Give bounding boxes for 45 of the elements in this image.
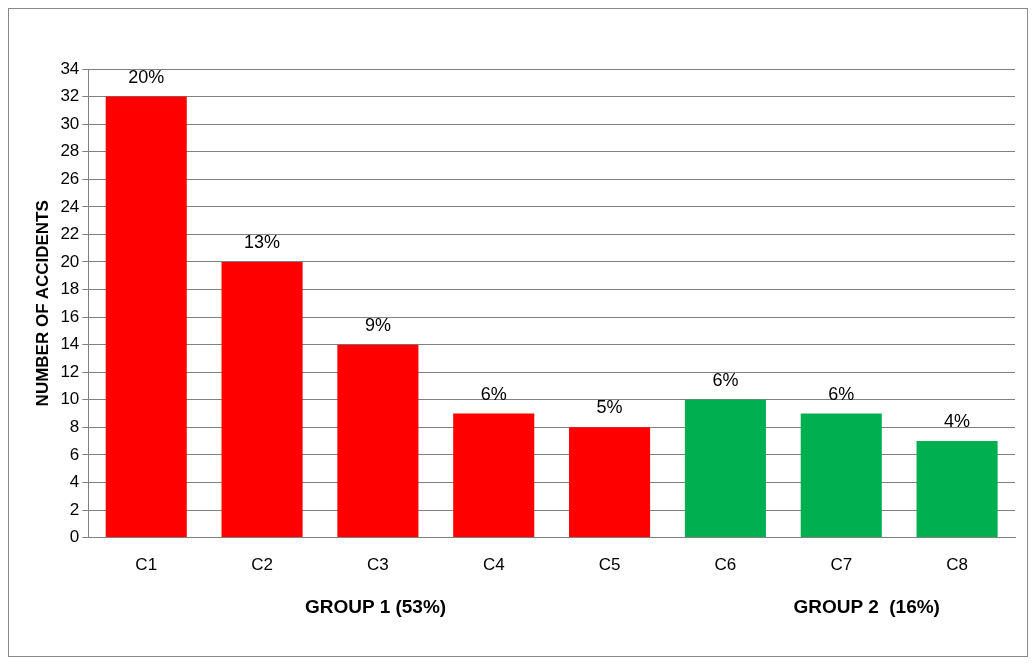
y-tick-label: 6 [69, 444, 80, 464]
y-tick-label: 2 [69, 499, 80, 519]
x-tick-label: C8 [946, 555, 968, 575]
y-tick-label: 20 [60, 251, 80, 271]
x-tick-label: C5 [598, 555, 621, 575]
annotation: 6% [828, 383, 855, 404]
bar [916, 441, 998, 538]
x-tick-label: C4 [482, 555, 505, 575]
y-tick-label: 4 [69, 472, 80, 492]
y-tick-label: 22 [60, 224, 80, 244]
y-tick-label: 10 [60, 389, 80, 409]
annotation: 5% [596, 397, 623, 418]
x-tick-label: C6 [714, 555, 737, 575]
bar [569, 427, 651, 538]
bar [684, 399, 766, 538]
annotation: 6% [480, 383, 507, 404]
y-tick-label: 18 [60, 279, 80, 299]
y-tick-label: 34 [60, 58, 80, 78]
x-tick-label: C3 [367, 555, 389, 575]
x-tick-label: C1 [135, 555, 158, 575]
bar [337, 344, 419, 538]
x-tick-label: C7 [830, 555, 853, 575]
y-tick-label: 12 [60, 361, 80, 381]
annotation: 4% [944, 411, 971, 432]
annotation: 9% [364, 314, 391, 335]
y-tick-label: 16 [60, 306, 80, 326]
bar [800, 413, 882, 538]
y-tick-label: 32 [60, 86, 80, 106]
y-tick-label: 24 [60, 196, 80, 216]
bar [105, 96, 187, 538]
annotation: 6% [712, 369, 739, 390]
text: GROUP 2 (16%) [793, 595, 940, 617]
bar [453, 413, 535, 538]
y-tick-label: 26 [60, 168, 80, 188]
y-tick-label: 30 [60, 113, 80, 133]
y-tick-label: 28 [60, 141, 80, 161]
y-tick-label: 14 [60, 334, 80, 354]
bar [221, 261, 303, 538]
x-tick-label: C2 [251, 555, 273, 575]
y-axis-title: NUMBER OF ACCIDENTS [32, 200, 52, 407]
y-tick-label: 8 [69, 417, 80, 437]
y-tick-label: 0 [69, 527, 80, 547]
text: GROUP 1 (53%) [305, 595, 447, 617]
annotation: 20% [128, 66, 165, 87]
annotation: 13% [244, 231, 281, 252]
